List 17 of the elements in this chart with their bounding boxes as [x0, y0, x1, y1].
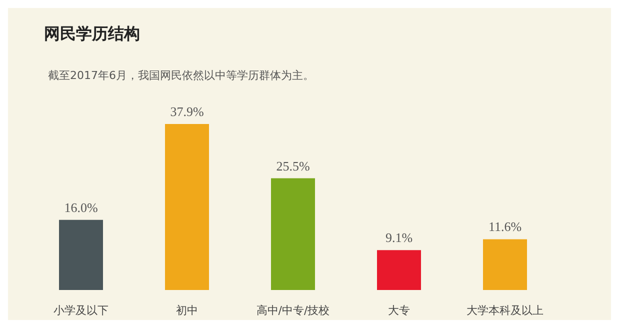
- x-tick-label: 大学本科及以上: [466, 304, 544, 317]
- data-label: 16.0%: [64, 200, 98, 215]
- x-tick-label: 小学及以下: [54, 304, 108, 317]
- data-label: 11.6%: [488, 219, 522, 234]
- bar: [165, 124, 209, 290]
- data-label: 37.9%: [170, 104, 204, 119]
- x-tick-label: 高中/中专/技校: [256, 304, 330, 317]
- x-tick-label: 初中: [176, 304, 198, 317]
- chart-title: 网民学历结构: [44, 24, 140, 45]
- x-tick-label: 大专: [388, 304, 410, 317]
- bar: [59, 220, 103, 290]
- bar: [483, 239, 527, 290]
- data-label: 9.1%: [385, 230, 413, 246]
- chart-subtitle: 截至2017年6月，我国网民依然以中等学历群体为主。: [48, 68, 314, 83]
- data-label: 25.5%: [276, 158, 310, 174]
- bar: [271, 178, 315, 290]
- bar: [377, 250, 421, 290]
